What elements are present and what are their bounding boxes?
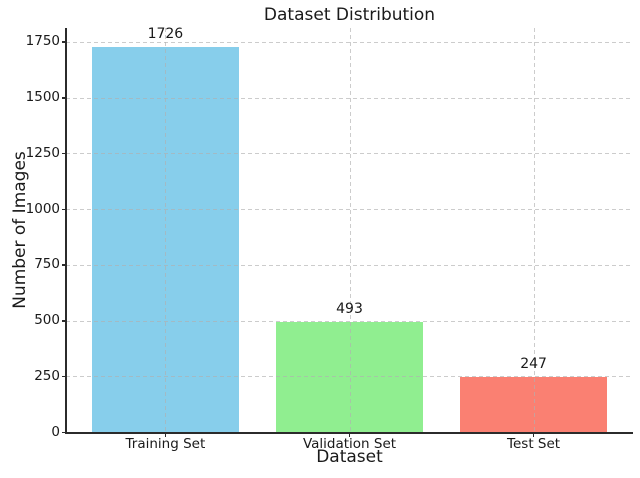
bar xyxy=(91,47,240,432)
x-tick-mark xyxy=(164,433,167,437)
bar-value-label: 1726 xyxy=(147,26,184,43)
y-tick-label: 250 xyxy=(34,367,60,384)
x-axis-title: Dataset xyxy=(316,447,383,467)
bar-value-label: 493 xyxy=(336,301,363,318)
x-axis-spine xyxy=(65,432,633,434)
y-tick-mark xyxy=(61,152,66,155)
chart-title: Dataset Distribution xyxy=(263,5,436,25)
x-tick-mark xyxy=(532,433,535,437)
x-tick-mark xyxy=(348,433,351,437)
x-tick-label: Training Set xyxy=(125,436,206,452)
y-tick-mark xyxy=(61,41,66,43)
y-tick-label: 0 xyxy=(51,423,60,440)
y-tick-mark xyxy=(61,375,66,378)
y-tick-label: 1250 xyxy=(25,144,60,161)
y-tick-mark xyxy=(61,264,66,266)
v-gridline xyxy=(533,28,535,432)
x-tick-label: Test Set xyxy=(507,436,561,452)
y-tick-mark xyxy=(61,208,66,211)
y-axis-spine xyxy=(65,28,67,433)
y-tick-label: 1500 xyxy=(25,89,60,106)
y-tick-label: 500 xyxy=(34,312,60,329)
y-tick-label: 1750 xyxy=(25,33,60,50)
y-tick-mark xyxy=(61,431,66,433)
y-axis-title: Number of Images xyxy=(10,151,30,309)
v-gridline xyxy=(165,28,167,432)
y-tick-mark xyxy=(61,97,66,99)
y-tick-label: 750 xyxy=(34,256,60,273)
bar-value-label: 247 xyxy=(520,355,547,372)
y-tick-mark xyxy=(61,320,66,322)
v-gridline xyxy=(349,28,351,432)
y-tick-label: 1000 xyxy=(25,200,60,217)
x-tick-label: Validation Set xyxy=(302,436,397,452)
